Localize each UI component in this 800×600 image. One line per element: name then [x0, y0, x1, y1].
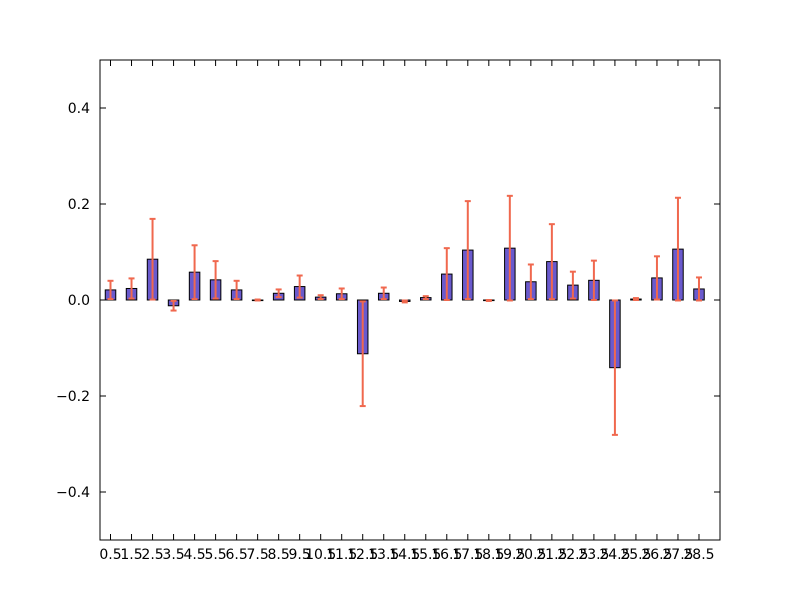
- error-bar: [149, 217, 156, 301]
- error-bar: [422, 295, 429, 301]
- x-tick-label: 3.5: [162, 547, 184, 563]
- error-bar: [569, 270, 576, 300]
- error-bar: [296, 274, 303, 299]
- error-bar: [233, 279, 240, 301]
- x-tick-label: 8.5: [268, 547, 290, 563]
- x-tick-label: 1.5: [120, 547, 142, 563]
- y-tick-label: 0.4: [68, 101, 90, 117]
- x-tick-label: 6.5: [225, 547, 247, 563]
- error-bar: [254, 298, 261, 302]
- x-tick-label: 19.5: [494, 547, 525, 563]
- error-bar: [212, 260, 219, 300]
- error-bar: [443, 247, 450, 301]
- error-bar: [485, 299, 492, 302]
- error-bar: [359, 300, 366, 408]
- error-bar: [695, 276, 702, 302]
- error-bar: [191, 244, 198, 301]
- x-tick-label: 27.5: [662, 547, 693, 563]
- x-tick-label: 16.5: [431, 547, 462, 563]
- error-bar: [317, 294, 324, 301]
- error-bar: [632, 297, 639, 301]
- x-tick-label: 17.5: [452, 547, 483, 563]
- y-tick-label: −0.2: [56, 389, 90, 405]
- error-bar: [170, 299, 177, 312]
- error-bar: [275, 288, 282, 299]
- x-tick-label: 21.5: [536, 547, 567, 563]
- tick-labels-layer: −0.4 −0.2 0.0 0.2 0.4 0.51.52.53.54.55.56.57.…: [56, 101, 715, 563]
- x-tick-label: 9.5: [289, 547, 311, 563]
- y-tick-label: −0.4: [56, 485, 90, 501]
- error-bar: [401, 299, 408, 304]
- x-tick-label: 5.5: [204, 547, 226, 563]
- error-bar: [548, 223, 555, 301]
- error-bar: [611, 299, 618, 436]
- x-tick-label: 20.5: [515, 547, 546, 563]
- x-tick-label: 14.5: [389, 547, 420, 563]
- x-tick-label: 15.5: [410, 547, 441, 563]
- x-tick-label: 4.5: [183, 547, 205, 563]
- error-bar: [653, 255, 660, 301]
- error-bar: [527, 263, 534, 301]
- x-tick-label: 12.5: [347, 547, 378, 563]
- x-tick-label: 11.5: [326, 547, 357, 563]
- x-tick-label: 18.5: [473, 547, 504, 563]
- x-tick-label: 26.5: [641, 547, 672, 563]
- error-bar: [590, 259, 597, 301]
- error-bar: [128, 277, 135, 300]
- x-tick-label: 25.5: [620, 547, 651, 563]
- x-tick-label: 10.5: [305, 547, 336, 563]
- y-tick-label: 0.2: [68, 197, 90, 213]
- x-tick-label: 2.5: [141, 547, 163, 563]
- x-tick-label: 28.5: [683, 547, 714, 563]
- error-bar: [464, 200, 471, 301]
- error-bars-layer: [107, 194, 702, 436]
- x-tick-label: 23.5: [578, 547, 609, 563]
- x-tick-label: 13.5: [368, 547, 399, 563]
- plot-frame: [99, 59, 721, 541]
- error-bar: [107, 279, 114, 301]
- error-bar: [380, 286, 387, 301]
- ticks-layer: [100, 60, 720, 540]
- x-tick-label: 22.5: [557, 547, 588, 563]
- x-tick-label: 24.5: [599, 547, 630, 563]
- error-bar: [674, 196, 681, 302]
- x-tick-label: 7.5: [246, 547, 268, 563]
- error-bar: [506, 194, 513, 302]
- y-tick-label: 0.0: [68, 293, 90, 309]
- error-bar: [338, 287, 345, 301]
- x-tick-label: 0.5: [99, 547, 121, 563]
